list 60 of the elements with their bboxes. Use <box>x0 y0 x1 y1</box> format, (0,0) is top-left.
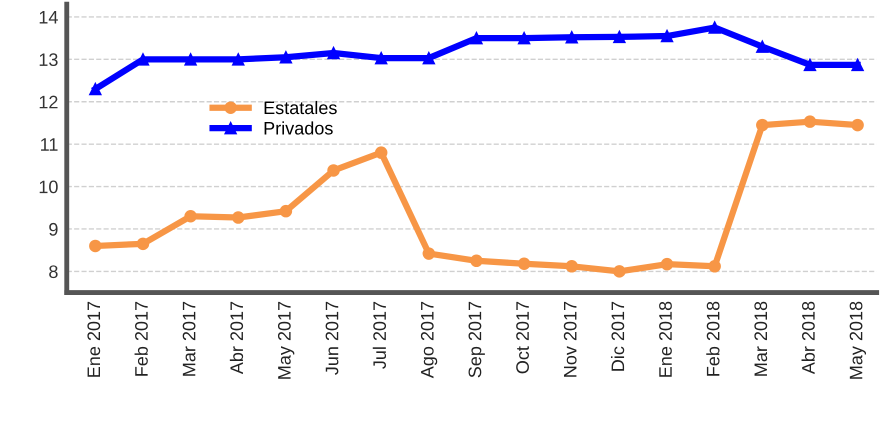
point <box>470 254 483 268</box>
point <box>327 164 340 177</box>
y-tick-label: 10 <box>40 180 58 194</box>
x-tick-label: Ene 2018 <box>659 302 672 377</box>
y-tick-label: 12 <box>40 96 58 108</box>
point <box>565 31 578 44</box>
point <box>327 46 340 60</box>
point <box>518 258 530 270</box>
y-tick-label: 13 <box>40 53 58 66</box>
point <box>374 52 388 64</box>
x-tick-label: Sep 2017 <box>468 302 485 378</box>
point <box>613 30 626 44</box>
x-tick-label: May 2018 <box>850 302 866 379</box>
y-tick-label: 14 <box>40 11 58 24</box>
point <box>422 52 436 64</box>
point <box>280 204 292 218</box>
point <box>518 32 530 44</box>
point <box>804 58 816 72</box>
x-tick-label: Nov 2017 <box>564 302 577 377</box>
point <box>708 260 721 273</box>
x-tick-label: Abr 2018 <box>802 302 815 374</box>
point <box>184 210 197 223</box>
point <box>89 240 102 252</box>
point <box>422 247 436 260</box>
point <box>136 53 150 66</box>
x-tick-label: Mar 2018 <box>754 302 768 376</box>
point <box>708 21 721 34</box>
y-tick-label: 8 <box>49 265 58 278</box>
y-tick-label: 9 <box>49 222 58 236</box>
x-tick-label: Abr 2017 <box>230 302 244 374</box>
point <box>660 258 674 270</box>
point <box>756 118 769 132</box>
x-tick-label: Jun 2017 <box>326 302 338 375</box>
point <box>470 32 483 44</box>
x-tick-label: Ago 2017 <box>420 302 438 378</box>
x-tick-label: Oct 2017 <box>516 302 529 374</box>
x-tick-label: Feb 2018 <box>706 302 720 376</box>
x-tick-label: May 2017 <box>278 302 294 379</box>
legend-label: Estatales <box>264 100 337 114</box>
point <box>660 30 674 42</box>
point <box>232 211 245 224</box>
point <box>374 146 388 159</box>
point <box>851 58 864 72</box>
point <box>232 53 245 66</box>
point <box>804 115 816 128</box>
x-tick-label: Ene 2017 <box>87 302 100 377</box>
point <box>280 50 292 64</box>
x-tick-label: Mar 2017 <box>182 302 196 376</box>
point <box>136 238 150 250</box>
point <box>851 118 864 132</box>
point <box>89 82 102 96</box>
x-tick-label: Feb 2017 <box>134 302 148 376</box>
legend-label: Privados <box>264 121 333 135</box>
point <box>756 40 769 53</box>
point <box>565 260 578 273</box>
y-tick-label: 11 <box>41 138 58 151</box>
point <box>613 265 626 278</box>
point <box>184 53 197 66</box>
x-tick-label: Dic 2017 <box>610 302 624 371</box>
x-tick-label: Jul 2017 <box>372 302 386 369</box>
